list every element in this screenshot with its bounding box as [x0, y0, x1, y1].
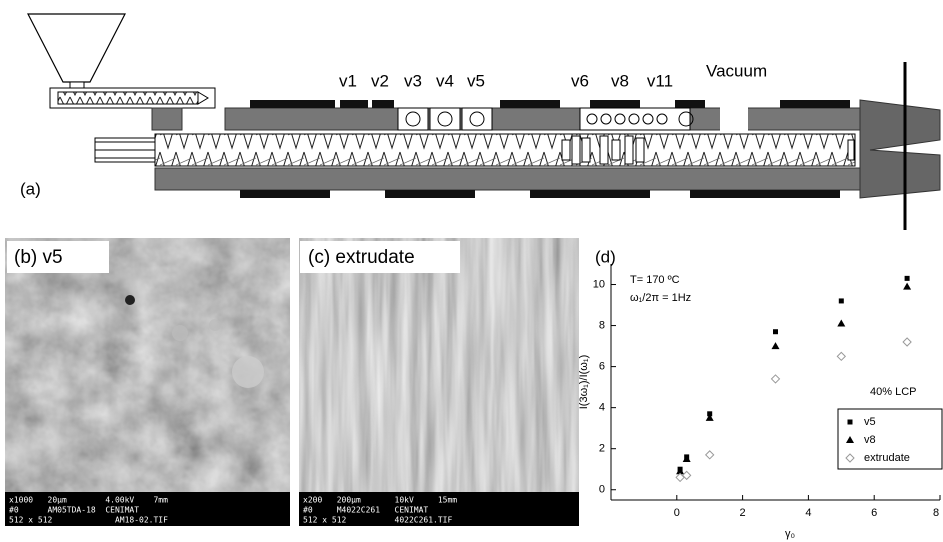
point [836, 351, 847, 362]
x-tick-label: 2 [740, 507, 746, 519]
point [838, 298, 844, 304]
panel-label: (d) [595, 247, 616, 266]
point [902, 337, 912, 347]
image-info: x1000 20μm 4.00kV 7mm [9, 496, 168, 505]
port-label: v5 [467, 71, 485, 90]
point [903, 282, 912, 290]
point [704, 450, 715, 460]
image-label: (b) v5 [14, 247, 63, 268]
legend-box [837, 408, 943, 470]
port-label: v6 [571, 71, 589, 90]
image-info: #0 AM05TDA-18 CENIMAT [9, 506, 139, 515]
vacuum-label: Vacuum [706, 61, 767, 80]
y-tick-label: 0 [599, 484, 605, 496]
annotation: 40% LCP [870, 386, 916, 398]
port-label: v1 [339, 71, 357, 90]
point [904, 275, 910, 281]
y-tick-label: 4 [599, 402, 605, 414]
image-info: x200 200μm 10kV 15mm [303, 496, 457, 505]
point [837, 319, 846, 327]
legend-marker [846, 436, 854, 443]
legend-label: v8 [864, 434, 876, 446]
port-label: v4 [436, 71, 454, 90]
port-label: v11 [647, 71, 673, 90]
x-axis-label: γ₀ [785, 528, 795, 540]
image-label: (c) extrudate [308, 247, 415, 268]
point [682, 454, 691, 462]
point [771, 342, 780, 350]
y-tick-label: 8 [599, 319, 605, 331]
y-tick-label: 10 [593, 278, 605, 290]
point [676, 467, 685, 475]
legend-marker [845, 453, 855, 463]
port-label: v8 [611, 71, 629, 90]
panel-label: (a) [20, 179, 41, 198]
point [681, 470, 692, 481]
point [707, 411, 713, 417]
point [770, 374, 781, 384]
port-label: v2 [371, 71, 389, 90]
x-tick-label: 6 [871, 507, 877, 519]
legend-label: v5 [864, 416, 876, 428]
chart: (d) T= 170 ºC ω₁/2π = 1Hz 40% LCP γ₀ I(3… [578, 247, 943, 540]
y-tick-label: 6 [599, 361, 605, 373]
x-tick-label: 0 [674, 507, 680, 519]
x-tick-label: 4 [805, 507, 811, 519]
sem-image-b: (b) v5 x1000 20μm 4.00kV 7mm #0 AM05TDA-… [5, 238, 290, 526]
legend-label: extrudate [864, 452, 910, 464]
y-tick-label: 2 [599, 443, 605, 455]
x-tick-label: 8 [933, 507, 939, 519]
image-info: #0 M4022C261 CENIMAT [303, 506, 428, 515]
y-axis-label: I(3ω₁)/I(ω₁) [578, 355, 590, 410]
point [773, 329, 778, 335]
annotation: T= 170 ºC [630, 274, 680, 286]
sem-image-c: (c) extrudate x200 200μm 10kV 15mm #0 M4… [299, 238, 579, 526]
extruder-diagram: (a) Vacuum v1 v2 v3 v4 v5 v6 v8 v11 [20, 13, 941, 230]
image-info: 512 x 512 AM18-02.TIF [9, 516, 168, 525]
annotation: ω₁/2π = 1Hz [630, 292, 691, 304]
image-info: 512 x 512 4022C261.TIF [303, 516, 452, 525]
point [705, 413, 714, 421]
legend-marker [847, 419, 853, 425]
port-label: v3 [404, 71, 422, 90]
